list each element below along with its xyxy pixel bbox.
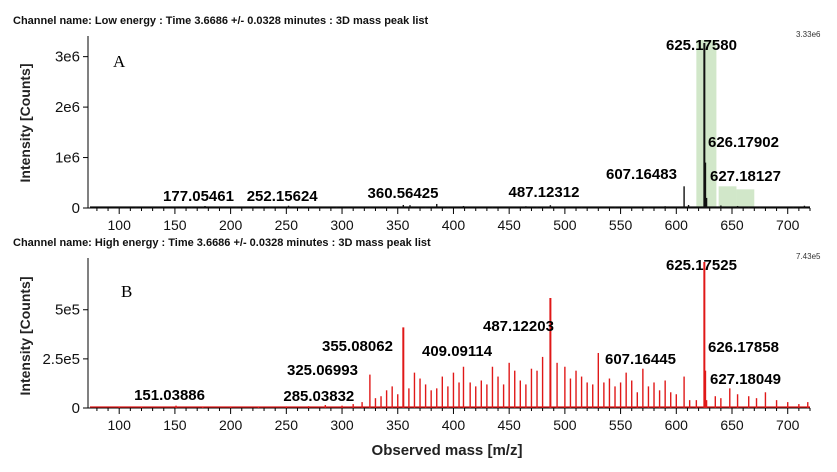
peak-label: 607.16445 [605,351,676,368]
peak-label: 607.16483 [606,166,677,183]
x-tick-label: 450 [497,417,521,433]
x-tick-label: 150 [163,217,187,233]
peak-label: 626.17858 [708,339,779,356]
panel-b-plot: 0 2.5e5 5e5 100 150 200 250 300 350 400 450 500 550 6… [42,257,811,433]
panel-a-max-value: 3.33e6 [796,30,821,39]
peak-label: 487.12203 [483,318,554,335]
x-tick-label: 350 [386,417,410,433]
x-axis-label: Observed mass [m/z] [372,442,523,459]
panel-b-header: Channel name: High energy : Time 3.6686 … [13,237,431,249]
x-tick-label: 600 [665,417,689,433]
highlight-band-0 [696,40,717,208]
peak-label: 625.17525 [666,257,737,274]
y-tick-label: 5e5 [55,302,80,319]
panel-a-y-axis-label: Intensity [Counts] [17,64,33,183]
x-tick-label: 400 [442,417,466,433]
x-tick-label: 650 [720,417,744,433]
x-tick-label: 300 [330,217,354,233]
y-tick-label: 1e6 [55,150,80,167]
x-tick-label: 350 [386,217,410,233]
y-tick-label: 0 [72,200,80,217]
peak-label: 627.18127 [710,168,781,185]
y-tick-label: 3e6 [55,49,80,66]
y-tick-label: 2.5e5 [42,351,80,368]
panel-b-letter: B [121,282,132,301]
x-tick-label: 550 [609,217,633,233]
x-tick-label: 550 [609,417,633,433]
x-tick-label: 500 [553,217,577,233]
peak-label: 360.56425 [368,185,439,202]
panel-a-letter: A [113,52,126,71]
peak-label: 409.09114 [422,343,493,360]
peak-label: 355.08062 [322,338,393,355]
panel-a-plot: 0 1e6 2e6 3e6 100 150 200 250 300 350 400 450 500 550… [55,36,811,233]
peak-label: 626.17902 [708,134,779,151]
x-tick-label: 650 [720,217,744,233]
x-tick-label: 250 [275,417,299,433]
x-tick-label: 200 [219,417,243,433]
x-tick-label: 600 [665,217,689,233]
peak-label: 177.05461 [163,188,234,205]
x-tick-label: 400 [442,217,466,233]
x-tick-label: 700 [776,217,800,233]
peak-label: 487.12312 [509,184,580,201]
x-tick-label: 150 [163,417,187,433]
x-tick-label: 450 [497,217,521,233]
x-tick-label: 250 [275,217,299,233]
y-tick-label: 0 [72,400,80,417]
panel-b-y-axis-label: Intensity [Counts] [17,277,33,396]
x-tick-label: 200 [219,217,243,233]
peak-label: 627.18049 [710,371,781,388]
panel-a-header: Channel name: Low energy : Time 3.6686 +… [13,15,429,27]
highlight-band-1 [718,186,737,208]
x-tick-label: 100 [108,417,132,433]
peak-label: 625.17580 [666,37,737,54]
peak-label: 285.03832 [283,388,354,405]
panel-b-max-value: 7.43e5 [796,252,821,261]
peak-label: 325.06993 [287,362,358,379]
x-tick-label: 300 [330,417,354,433]
y-tick-label: 2e6 [55,99,80,116]
highlight-band-2 [736,189,755,208]
peak-label: 151.03886 [134,387,205,404]
x-tick-label: 500 [553,417,577,433]
peak-label: 252.15624 [247,188,319,205]
x-tick-label: 700 [776,417,800,433]
x-tick-label: 100 [108,217,132,233]
